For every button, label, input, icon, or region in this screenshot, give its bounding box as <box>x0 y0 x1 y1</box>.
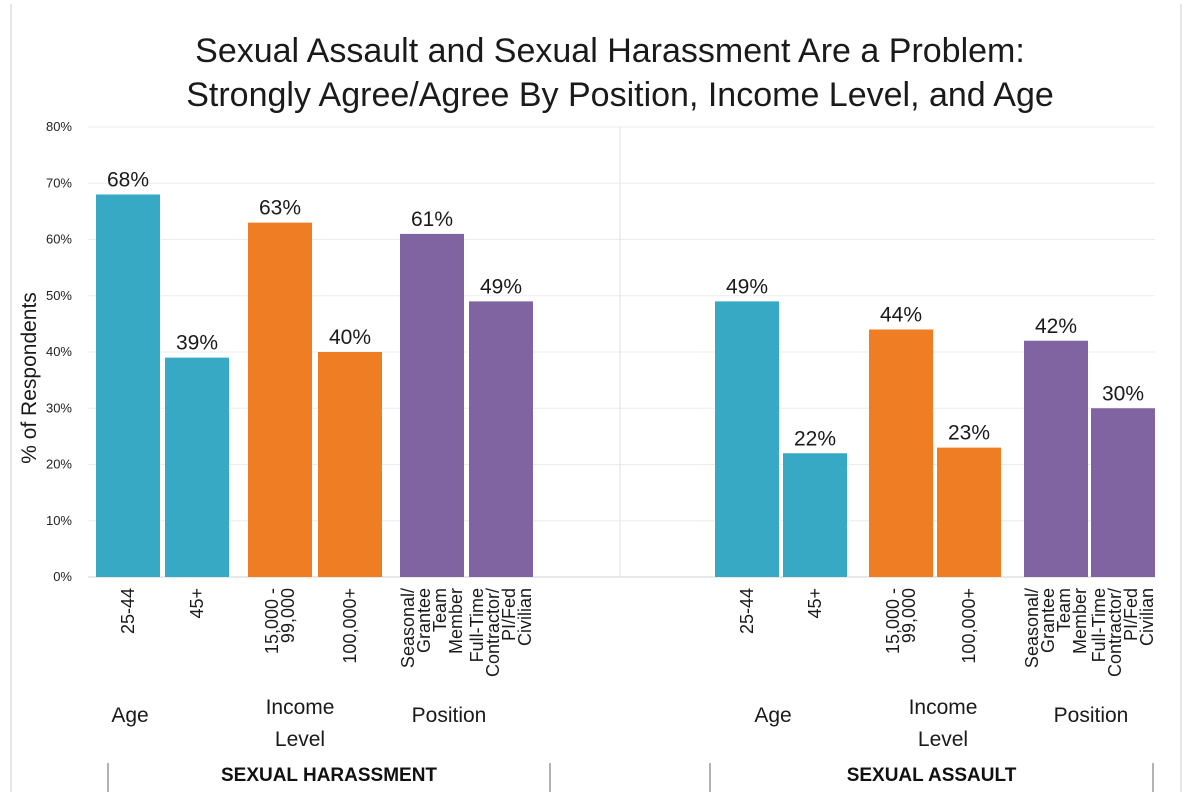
group-label: Income Level <box>266 696 335 751</box>
data-label: 40% <box>329 326 371 349</box>
chart-title: Sexual Assault and Sexual Harassment Are… <box>195 32 1025 70</box>
bar <box>1091 408 1155 577</box>
panel-label: SEXUAL HARASSMENT <box>221 765 437 786</box>
category-label: Full-TimeContractor/PI/FedCivilian <box>467 588 535 677</box>
data-label: 49% <box>480 275 522 298</box>
labels: 68% 25-44 39% 45+ Age 63% 15,000 -99,000 40% 100… <box>107 169 1157 792</box>
bar <box>165 357 229 577</box>
category-label: 45+ <box>805 588 825 619</box>
category-label: 25-44 <box>118 588 138 634</box>
data-label: 39% <box>176 332 218 355</box>
bar <box>1024 340 1088 577</box>
panel-bracket <box>709 763 1154 792</box>
bar <box>937 447 1001 577</box>
data-label: 49% <box>726 275 768 298</box>
category-label: 15,000 -99,000 <box>262 588 298 654</box>
y-tick-label: 0% <box>53 569 72 584</box>
category-label: Seasonal/GranteeTeamMember <box>398 588 466 668</box>
data-label: 23% <box>948 422 990 445</box>
category-label: 25-44 <box>737 588 757 634</box>
category-label: Seasonal/GranteeTeamMember <box>1022 588 1090 668</box>
data-label: 68% <box>107 169 149 192</box>
data-label: 63% <box>259 197 301 220</box>
y-tick-label: 30% <box>46 400 72 415</box>
bar <box>318 352 382 577</box>
bar <box>469 301 533 577</box>
category-label: Full-TimeContractor/PI/FedCivilian <box>1089 588 1157 677</box>
group-label: Age <box>111 704 148 727</box>
category-label: 45+ <box>187 588 207 619</box>
data-label: 30% <box>1102 382 1144 405</box>
bar <box>96 194 160 577</box>
y-tick-label: 70% <box>46 175 72 190</box>
y-axis: 0% 10% 20% 30% 40% 50% 60% 70% 80% <box>46 119 72 584</box>
bars <box>96 194 1155 577</box>
panel-bracket <box>107 763 551 792</box>
bar <box>869 329 933 577</box>
group-label: Income Level <box>909 696 978 751</box>
category-label: 15,000 -99,000 <box>883 588 919 654</box>
chart-subtitle: Strongly Agree/Agree By Position, Income… <box>186 76 1054 114</box>
bar <box>248 222 312 577</box>
data-label: 44% <box>880 304 922 327</box>
panel-label: SEXUAL ASSAULT <box>847 765 1017 786</box>
y-tick-label: 10% <box>46 513 72 528</box>
data-label: 61% <box>411 208 453 231</box>
bar <box>783 453 847 577</box>
data-label: 42% <box>1035 315 1077 338</box>
bar <box>400 233 464 577</box>
bar <box>715 301 779 577</box>
group-label: Age <box>754 704 791 727</box>
group-label: Position <box>412 704 487 727</box>
y-tick-label: 50% <box>46 288 72 303</box>
category-label: 100,000+ <box>959 588 979 664</box>
group-label: Position <box>1054 704 1129 727</box>
category-label: 100,000+ <box>340 588 360 664</box>
y-tick-label: 80% <box>46 119 72 134</box>
y-axis-label: % of Respondents <box>18 292 41 464</box>
y-tick-label: 60% <box>46 232 72 247</box>
y-tick-label: 40% <box>46 344 72 359</box>
data-label: 22% <box>794 427 836 450</box>
y-tick-label: 20% <box>46 457 72 472</box>
